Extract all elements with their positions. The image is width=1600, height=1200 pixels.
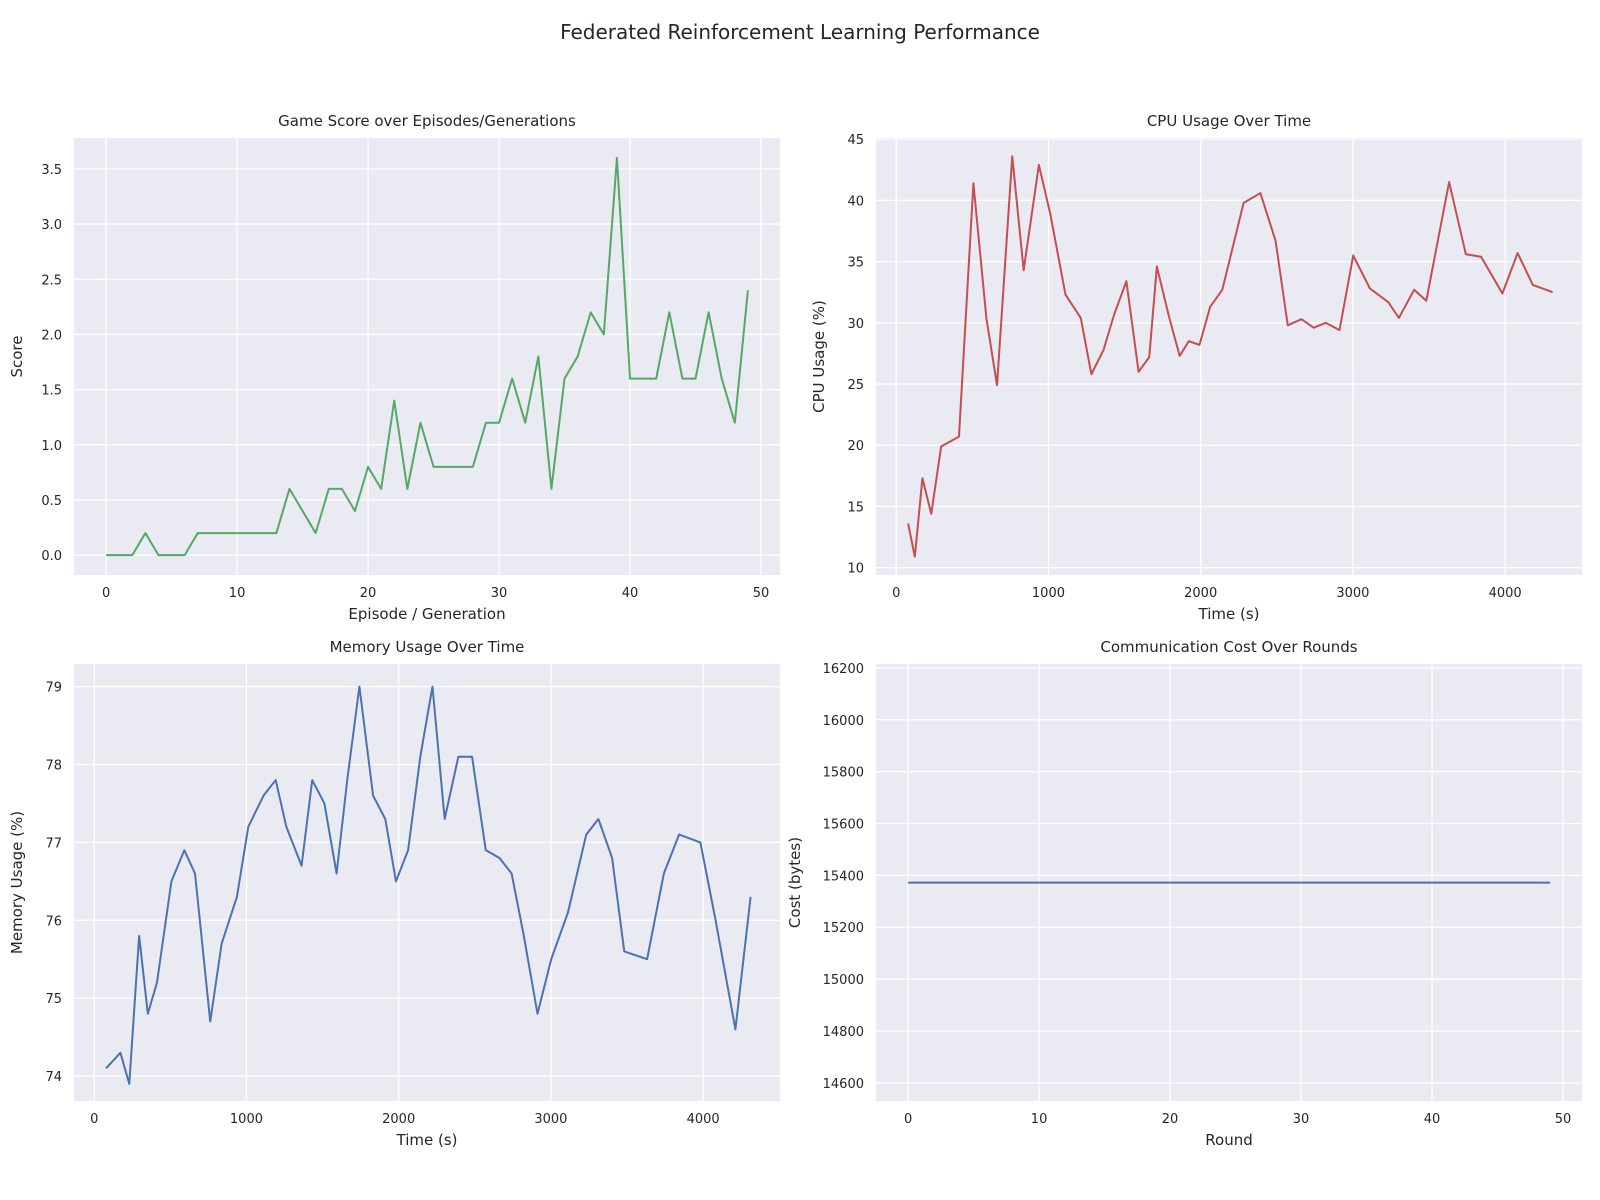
game-score-plot-area xyxy=(74,138,780,575)
communication-cost-title: Communication Cost Over Rounds xyxy=(1100,638,1357,656)
memory-usage-y-tick-label: 75 xyxy=(45,992,62,1007)
cpu-usage-y-tick-label: 20 xyxy=(847,439,864,454)
game-score-x-tick-label: 10 xyxy=(229,586,246,601)
communication-cost-y-tick-label: 15600 xyxy=(823,817,864,832)
game-score-x-tick-label: 20 xyxy=(360,586,377,601)
memory-usage-title: Memory Usage Over Time xyxy=(330,638,525,656)
game-score-y-axis-label: Score xyxy=(8,335,26,377)
communication-cost-x-tick-label: 0 xyxy=(904,1112,912,1127)
cpu-usage-title: CPU Usage Over Time xyxy=(1147,112,1311,130)
cpu-usage-y-tick-label: 45 xyxy=(847,133,864,148)
game-score-y-tick-label: 2.0 xyxy=(41,328,62,343)
communication-cost-y-tick-label: 15200 xyxy=(823,921,864,936)
game-score-y-tick-label: 1.5 xyxy=(41,384,62,399)
game-score-x-tick-label: 40 xyxy=(622,586,639,601)
cpu-usage-x-tick-label: 1000 xyxy=(1032,586,1065,601)
memory-usage-x-tick-label: 1000 xyxy=(230,1112,263,1127)
game-score-y-tick-label: 0.5 xyxy=(41,494,62,509)
game-score-y-tick-label: 0.0 xyxy=(41,549,62,564)
game-score-y-tick-label: 2.5 xyxy=(41,273,62,288)
communication-cost-y-tick-label: 14600 xyxy=(823,1077,864,1092)
subplot-cpu-usage: 0 1000 2000 3000 4000 10 15 20 25 30 35 40 45 CPU Usa… xyxy=(810,112,1582,623)
communication-cost-y-tick-label: 15400 xyxy=(823,869,864,884)
cpu-usage-plot-area xyxy=(876,138,1582,575)
memory-usage-y-tick-label: 79 xyxy=(45,681,62,696)
cpu-usage-x-tick-label: 0 xyxy=(892,586,900,601)
game-score-y-tick-label: 3.0 xyxy=(41,218,62,233)
memory-usage-y-tick-label: 78 xyxy=(45,758,62,773)
communication-cost-y-axis-label: Cost (bytes) xyxy=(786,837,804,928)
communication-cost-x-tick-label: 40 xyxy=(1424,1112,1441,1127)
subplot-communication-cost: 0 10 20 30 40 50 14600 14800 15000 15200 15400 1560… xyxy=(786,638,1582,1149)
communication-cost-x-tick-label: 20 xyxy=(1162,1112,1179,1127)
cpu-usage-y-tick-label: 35 xyxy=(847,256,864,271)
cpu-usage-x-tick-label: 2000 xyxy=(1184,586,1217,601)
cpu-usage-y-tick-label: 15 xyxy=(847,500,864,515)
cpu-usage-y-tick-label: 30 xyxy=(847,317,864,332)
cpu-usage-y-tick-label: 10 xyxy=(847,562,864,577)
figure-suptitle: Federated Reinforcement Learning Perform… xyxy=(560,20,1040,44)
cpu-usage-y-tick-label: 40 xyxy=(847,194,864,209)
memory-usage-y-tick-label: 76 xyxy=(45,914,62,929)
game-score-x-axis-label: Episode / Generation xyxy=(348,605,505,623)
memory-usage-series-line xyxy=(105,685,752,1085)
cpu-usage-series-line xyxy=(907,155,1553,558)
game-score-x-tick-label: 30 xyxy=(491,586,508,601)
memory-usage-x-tick-label: 3000 xyxy=(534,1112,567,1127)
cpu-usage-x-axis-label: Time (s) xyxy=(1198,605,1260,623)
subplot-game-score: 0 10 20 30 40 50 0.0 0.5 1.0 1.5 2.0 2.5 3.0 3.5 Game … xyxy=(8,112,780,623)
game-score-title: Game Score over Episodes/Generations xyxy=(278,112,576,130)
game-score-series-line xyxy=(106,156,749,557)
communication-cost-y-tick-label: 14800 xyxy=(823,1025,864,1040)
communication-cost-y-tick-label: 16000 xyxy=(823,714,864,729)
memory-usage-y-axis-label: Memory Usage (%) xyxy=(8,811,26,954)
memory-usage-plot-area xyxy=(74,664,780,1101)
communication-cost-y-tick-label: 15000 xyxy=(823,973,864,988)
memory-usage-x-axis-label: Time (s) xyxy=(396,1131,458,1149)
cpu-usage-y-axis-label: CPU Usage (%) xyxy=(810,300,828,413)
memory-usage-y-tick-label: 77 xyxy=(45,836,62,851)
game-score-x-tick-label: 0 xyxy=(102,586,110,601)
communication-cost-x-tick-label: 30 xyxy=(1293,1112,1310,1127)
game-score-y-tick-label: 1.0 xyxy=(41,439,62,454)
cpu-usage-x-tick-label: 4000 xyxy=(1489,586,1522,601)
memory-usage-x-tick-label: 0 xyxy=(90,1112,98,1127)
game-score-x-tick-label: 50 xyxy=(753,586,770,601)
communication-cost-y-tick-label: 15800 xyxy=(823,766,864,781)
communication-cost-x-tick-label: 10 xyxy=(1031,1112,1048,1127)
memory-usage-y-tick-label: 74 xyxy=(45,1070,62,1085)
subplot-memory-usage: 0 1000 2000 3000 4000 74 75 76 77 78 79 Memory Usag… xyxy=(8,638,780,1149)
communication-cost-x-axis-label: Round xyxy=(1205,1131,1252,1149)
memory-usage-x-tick-label: 4000 xyxy=(687,1112,720,1127)
cpu-usage-x-tick-label: 3000 xyxy=(1336,586,1369,601)
cpu-usage-y-tick-label: 25 xyxy=(847,378,864,393)
communication-cost-y-tick-label: 16200 xyxy=(823,662,864,677)
game-score-y-tick-label: 3.5 xyxy=(41,163,62,178)
communication-cost-x-tick-label: 50 xyxy=(1555,1112,1572,1127)
memory-usage-x-tick-label: 2000 xyxy=(382,1112,415,1127)
